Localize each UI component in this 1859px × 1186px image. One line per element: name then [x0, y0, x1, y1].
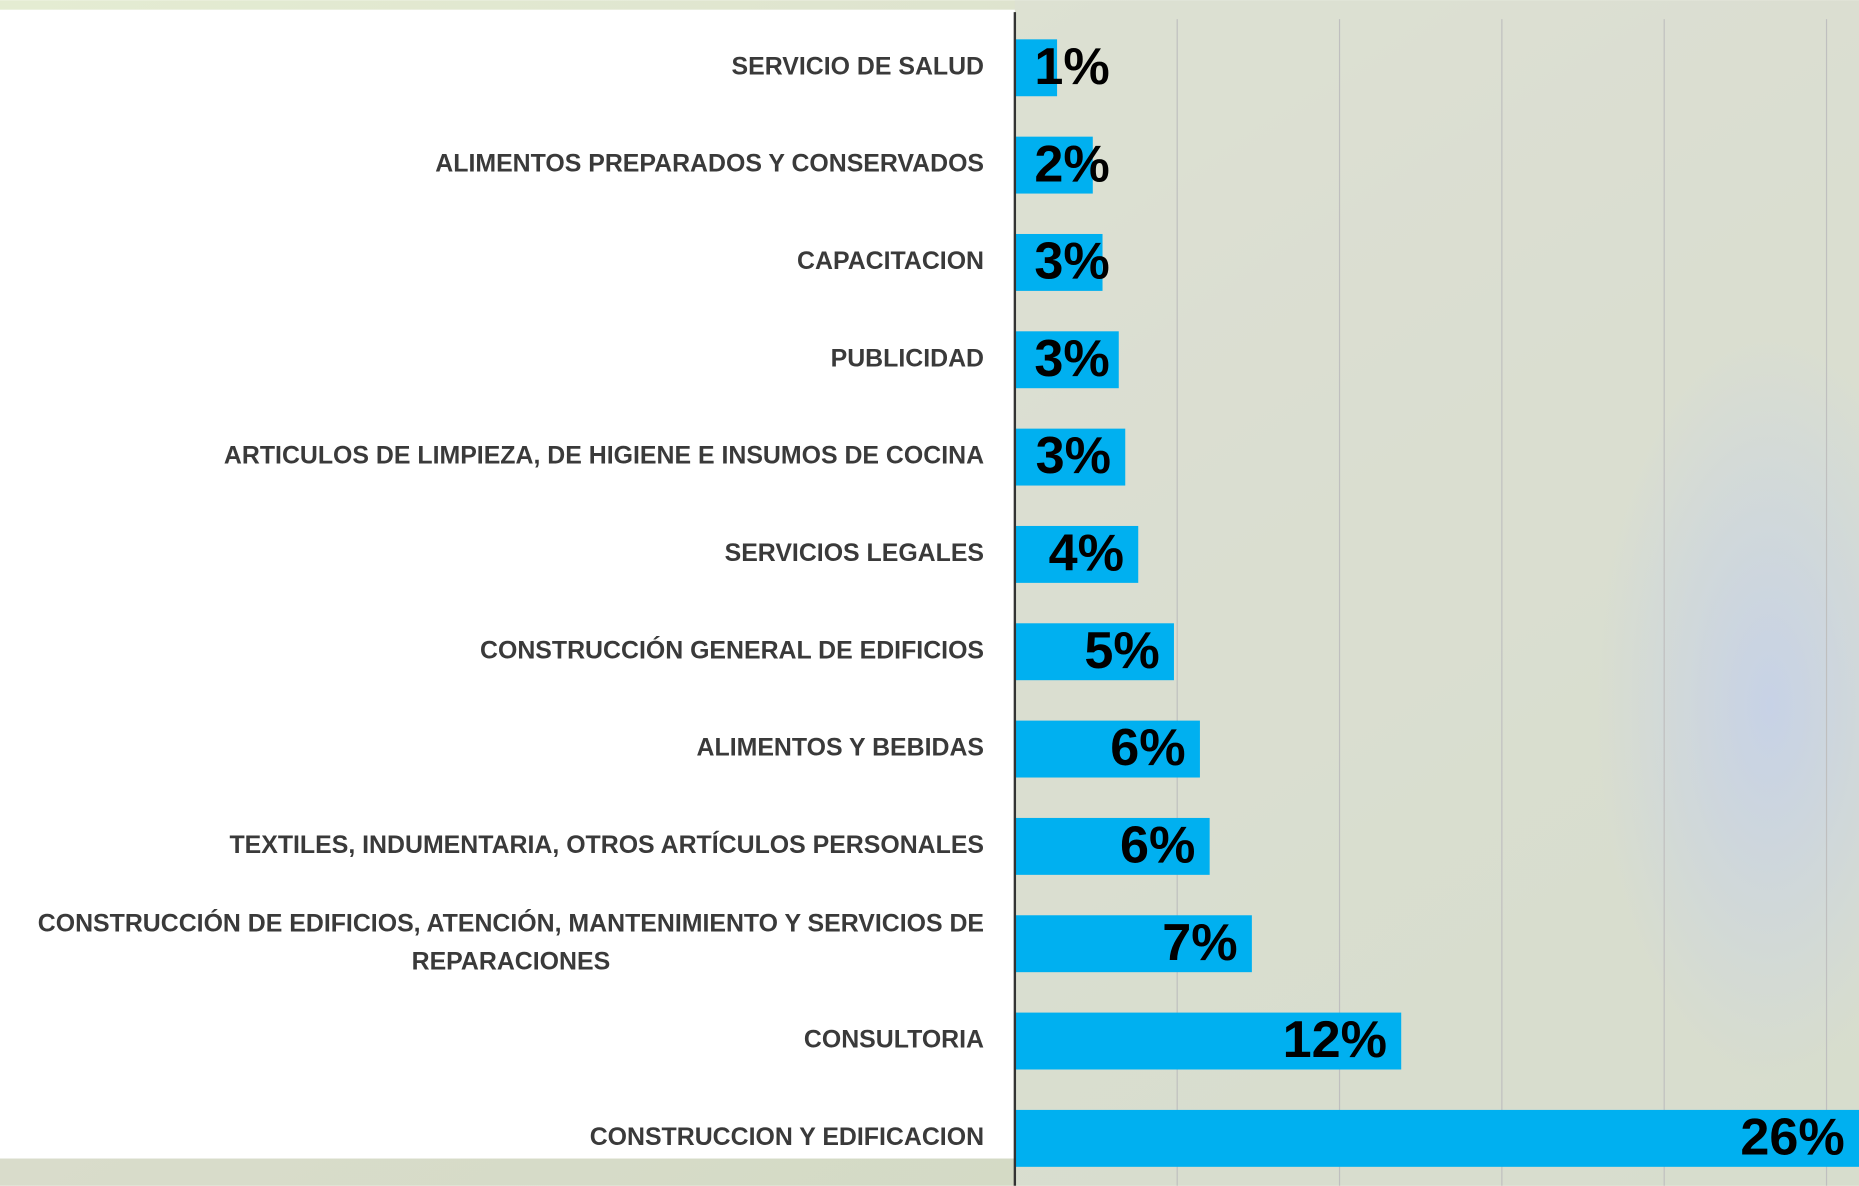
value-label: 7%: [1162, 914, 1237, 972]
photo-figure: [1363, 119, 1859, 1186]
value-label: 2%: [1034, 135, 1109, 193]
label-panel: [0, 10, 1015, 1159]
value-label: 5%: [1084, 622, 1159, 680]
value-label: 1%: [1034, 38, 1109, 96]
category-label: PUBLICIDAD: [831, 344, 984, 372]
category-label: ALIMENTOS Y BEBIDAS: [697, 734, 985, 762]
value-label: 3%: [1034, 330, 1109, 388]
category-label: CONSTRUCCION Y EDIFICACION: [590, 1123, 984, 1151]
category-label: ALIMENTOS PREPARADOS Y CONSERVADOS: [435, 150, 984, 178]
chart: SERVICIO DE SALUD 1% ALIMENTOS PREPARADOS …: [0, 0, 1859, 1186]
value-label: 3%: [1036, 427, 1111, 485]
category-label: CAPACITACION: [797, 247, 984, 275]
page: {"chart_data": {"type": "bar", "orientat…: [0, 0, 1859, 1186]
category-label: TEXTILES, INDUMENTARIA, OTROS ARTÍCULOS …: [229, 830, 984, 859]
value-label: 3%: [1034, 233, 1109, 291]
category-label: CONSULTORIA: [804, 1026, 984, 1054]
category-label: CONSTRUCCIÓN GENERAL DE EDIFICIOS: [480, 634, 984, 664]
value-label: 6%: [1120, 817, 1195, 875]
category-label: SERVICIO DE SALUD: [732, 52, 984, 80]
bar: [1015, 1110, 1859, 1167]
category-label: ARTICULOS DE LIMPIEZA, DE HIGIENE E INSU…: [224, 442, 984, 470]
value-label: 12%: [1283, 1011, 1387, 1069]
category-label: SERVICIOS LEGALES: [725, 539, 984, 567]
value-label: 6%: [1110, 719, 1185, 777]
value-label: 4%: [1049, 525, 1124, 583]
value-label: 26%: [1740, 1109, 1844, 1167]
